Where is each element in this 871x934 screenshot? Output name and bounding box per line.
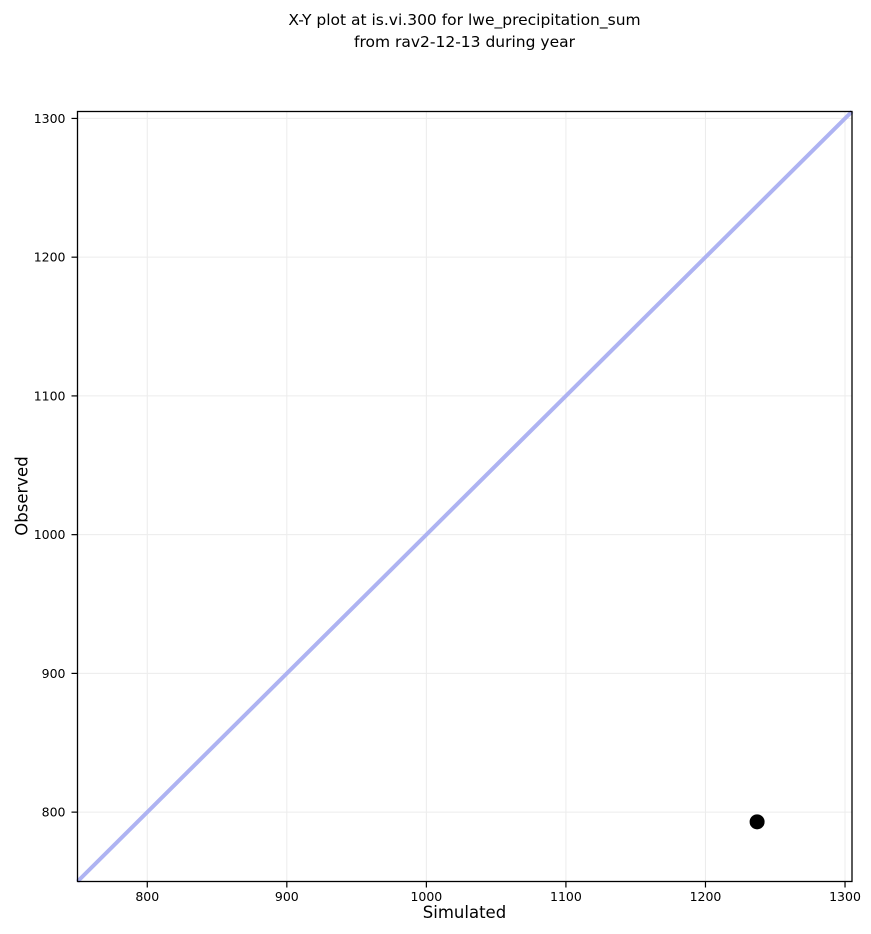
x-tick-label: 1100: [550, 889, 582, 904]
y-tick-label: 1200: [34, 250, 66, 265]
chart-title: X-Y plot at is.vi.300 for lwe_precipitat…: [77, 9, 852, 53]
identity-line: [76, 110, 854, 883]
axes-spine: [76, 110, 853, 883]
y-tick-label: 1100: [34, 388, 66, 403]
y-axis-label: Observed: [12, 456, 32, 536]
x-tick-label: 1200: [690, 889, 722, 904]
x-tick-label: 1300: [829, 889, 861, 904]
y-tick-label: 1300: [34, 111, 66, 126]
x-tick-label: 900: [275, 889, 299, 904]
chart-title-line-1: X-Y plot at is.vi.300 for lwe_precipitat…: [288, 11, 641, 29]
chart-title-line-2: from rav2-12-13 during year: [354, 33, 575, 51]
y-tick-label: 1000: [34, 527, 66, 542]
data-point: [749, 814, 765, 830]
x-axis-label: Simulated: [422, 903, 507, 922]
y-tick-label: 800: [42, 805, 66, 820]
y-tick-label: 900: [42, 666, 66, 681]
x-tick-label: 1000: [410, 889, 442, 904]
x-tick-label: 800: [135, 889, 159, 904]
